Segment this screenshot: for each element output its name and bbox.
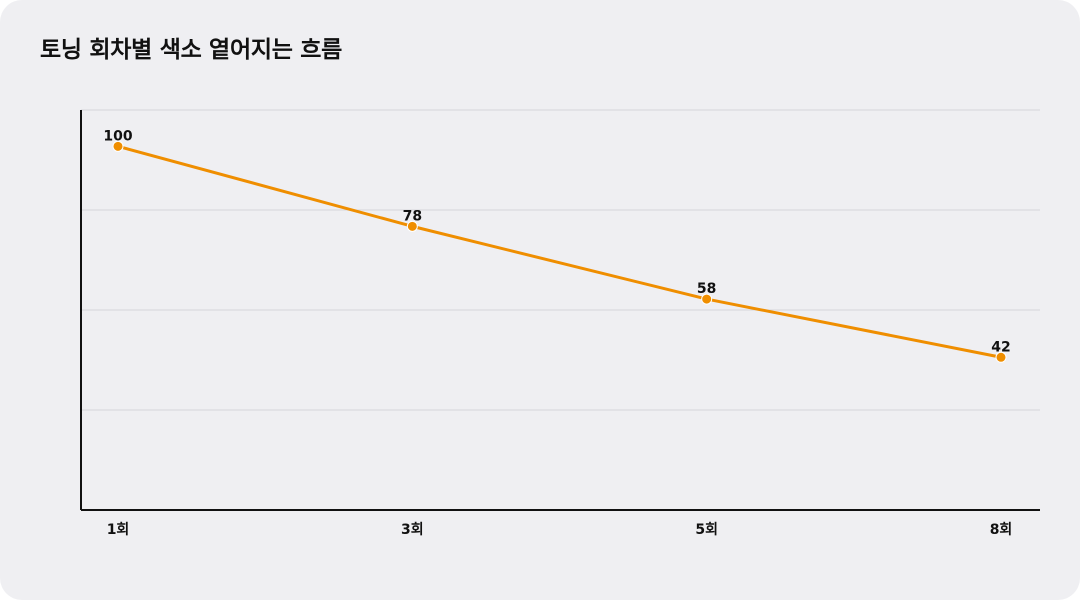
x-tick-label: 3회 [401,522,424,538]
data-label: 58 [697,281,716,297]
data-point [995,351,1007,363]
data-point [701,293,713,305]
data-point [406,220,418,232]
data-label: 100 [103,128,132,144]
series-line [116,144,1003,359]
x-tick-label: 5회 [695,522,718,538]
x-tick-label: 8회 [990,522,1013,538]
data-label: 42 [991,339,1010,355]
x-tick-label: 1회 [107,522,130,538]
chart-title: 토닝 회차별 색소 옅어지는 흐름 [40,37,343,63]
data-label: 78 [403,208,422,224]
data-point [112,140,124,152]
